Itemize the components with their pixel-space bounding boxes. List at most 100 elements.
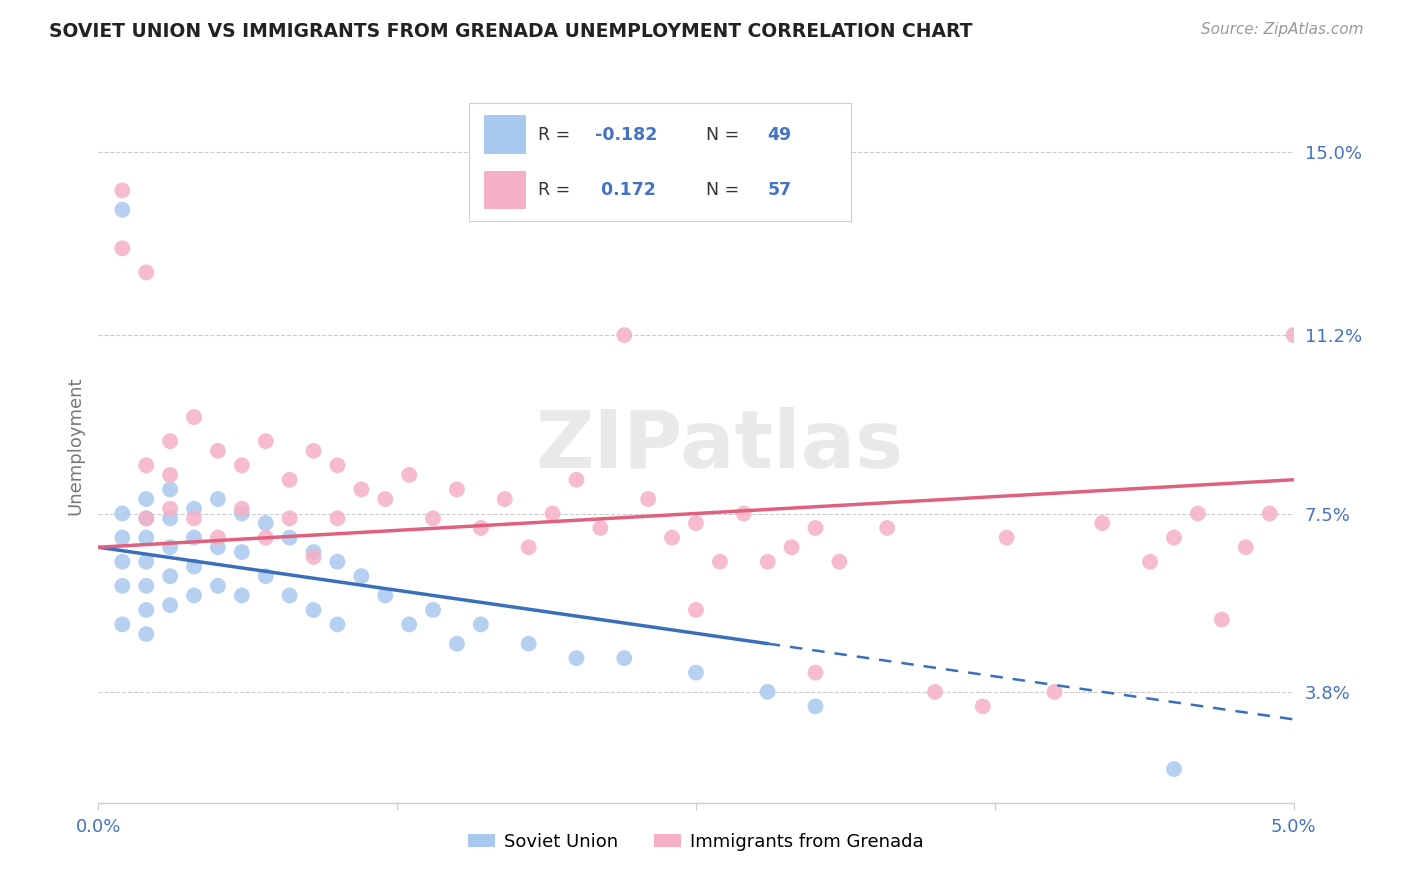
Point [278,589,301,603]
Point [111,555,134,569]
Point [111,531,134,545]
Point [972,699,994,714]
Point [207,531,229,545]
Point [207,541,229,555]
Point [111,202,134,217]
Point [183,589,205,603]
Point [517,541,540,555]
Point [231,545,253,559]
Point [422,603,444,617]
Point [828,555,851,569]
Point [135,555,157,569]
Point [804,521,827,535]
Point [565,473,588,487]
Point [637,491,659,506]
Point [111,507,134,521]
Point [302,549,325,564]
Point [159,598,181,612]
Point [326,617,349,632]
Point [374,589,396,603]
Point [756,685,779,699]
Point [254,569,277,583]
Text: Source: ZipAtlas.com: Source: ZipAtlas.com [1201,22,1364,37]
Point [111,617,134,632]
Point [135,458,157,473]
Point [231,589,253,603]
Point [613,328,636,343]
Legend: Soviet Union, Immigrants from Grenada: Soviet Union, Immigrants from Grenada [461,826,931,858]
Point [254,434,277,449]
Point [135,511,157,525]
Point [231,458,253,473]
Point [517,637,540,651]
Point [541,507,564,521]
Point [278,511,301,525]
Point [780,541,803,555]
Point [804,665,827,680]
Point [254,516,277,530]
Point [302,545,325,559]
Point [494,491,516,506]
Point [422,511,444,525]
Point [350,569,373,583]
Text: SOVIET UNION VS IMMIGRANTS FROM GRENADA UNEMPLOYMENT CORRELATION CHART: SOVIET UNION VS IMMIGRANTS FROM GRENADA … [49,22,973,41]
Point [231,507,253,521]
Point [207,579,229,593]
Point [661,531,683,545]
Point [302,443,325,458]
Point [470,617,492,632]
Point [398,617,420,632]
Point [135,491,157,506]
Point [1163,762,1185,776]
Point [589,521,612,535]
Point [111,579,134,593]
Point [995,531,1018,545]
Point [470,521,492,535]
Text: ZIPatlas: ZIPatlas [536,407,904,485]
Point [159,501,181,516]
Point [183,410,205,425]
Point [159,511,181,525]
Y-axis label: Unemployment: Unemployment [66,376,84,516]
Point [1234,541,1257,555]
Point [231,501,253,516]
Point [924,685,946,699]
Point [446,637,468,651]
Point [207,491,229,506]
Point [159,569,181,583]
Point [685,665,707,680]
Point [302,603,325,617]
Point [326,458,349,473]
Point [135,603,157,617]
Point [374,491,396,506]
Point [159,434,181,449]
Point [135,265,157,279]
Point [565,651,588,665]
Point [278,473,301,487]
Point [804,699,827,714]
Point [876,521,898,535]
Point [398,467,420,482]
Point [685,603,707,617]
Point [135,531,157,545]
Point [613,651,636,665]
Point [1139,555,1161,569]
Point [1163,531,1185,545]
Point [278,531,301,545]
Point [183,501,205,516]
Point [756,555,779,569]
Point [183,511,205,525]
Point [733,507,755,521]
Point [709,555,731,569]
Point [254,531,277,545]
Point [685,516,707,530]
Point [183,559,205,574]
Point [159,483,181,497]
Point [135,511,157,525]
Point [446,483,468,497]
Point [326,555,349,569]
Point [159,541,181,555]
Point [183,531,205,545]
Point [1187,507,1209,521]
Point [135,579,157,593]
